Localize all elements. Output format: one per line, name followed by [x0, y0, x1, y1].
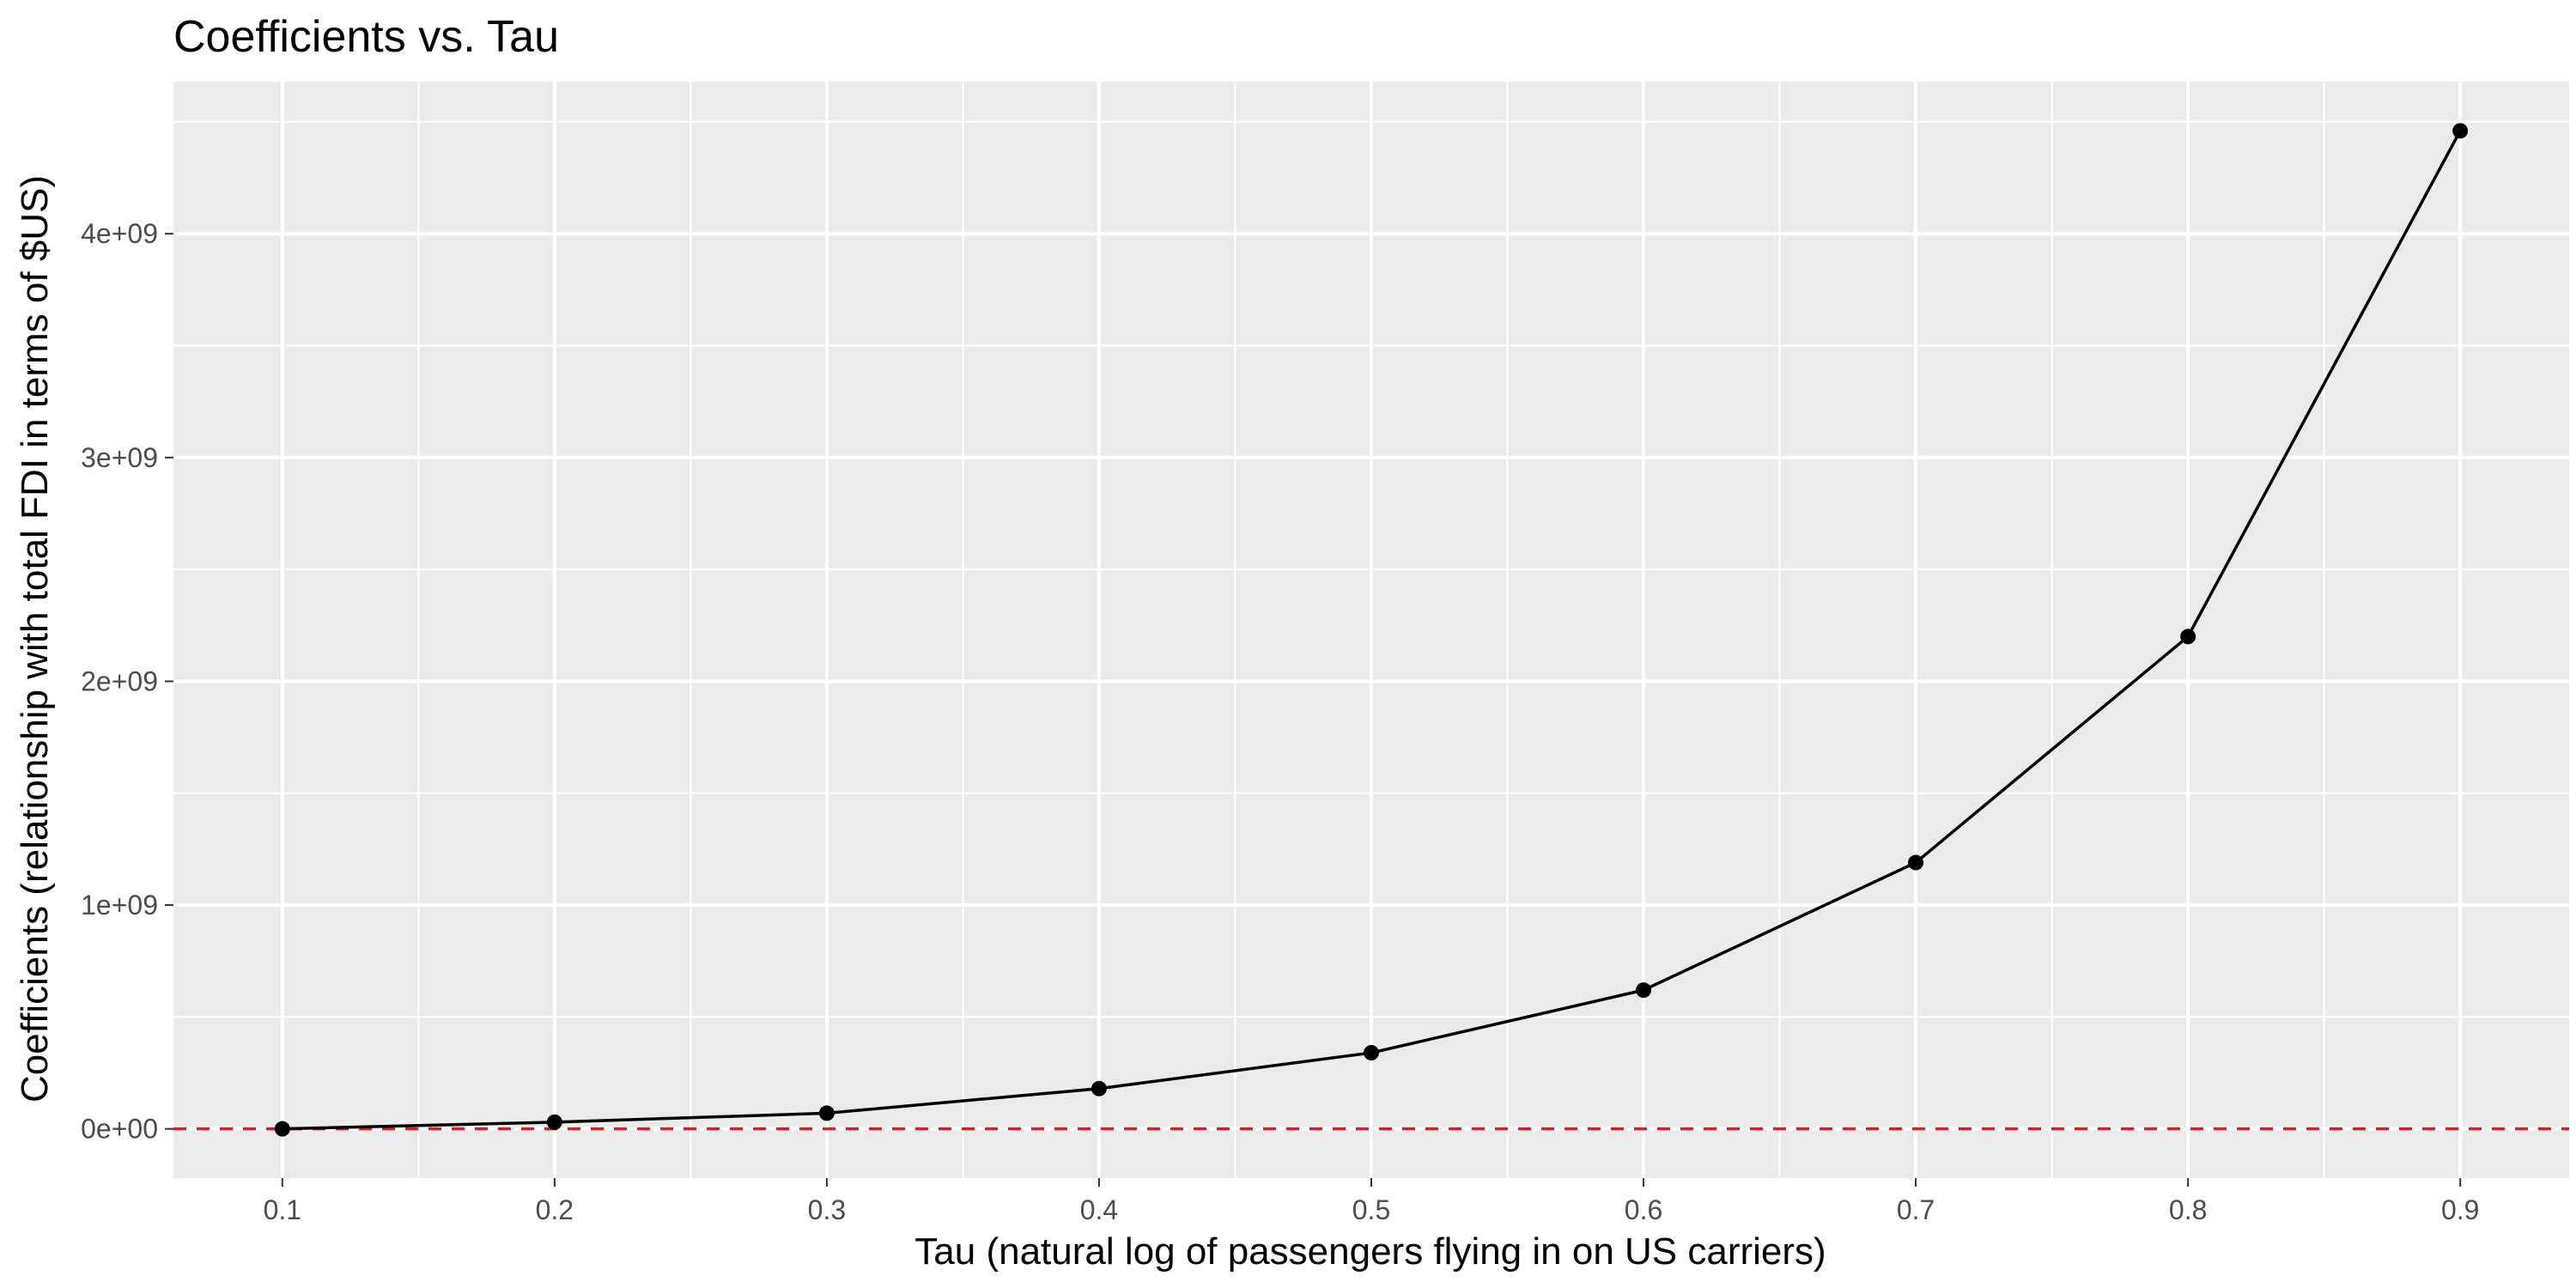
data-point: [546, 1114, 562, 1130]
grid-lines: [173, 82, 2569, 1178]
y-tick-label: 3e+09: [81, 442, 158, 473]
x-tick-label: 0.6: [1625, 1194, 1662, 1225]
y-axis-title: Coefficients (relationship with total FD…: [14, 175, 56, 1103]
y-tick-label: 0e+00: [81, 1114, 158, 1145]
data-point: [818, 1105, 835, 1121]
data-point: [1364, 1045, 1379, 1061]
tick-labels: 0.1 0.2 0.3 0.4 0.5 0.6 0.7 0.8 0.9 0e+00 1e+09 2e+…: [81, 218, 2479, 1225]
x-tick-label: 0.1: [264, 1194, 301, 1225]
x-axis-title: Tau (natural log of passengers flying in…: [914, 1230, 1826, 1273]
x-tick-label: 0.9: [2441, 1194, 2479, 1225]
y-tick-label: 1e+09: [81, 890, 158, 920]
y-tick-label: 2e+09: [81, 665, 158, 696]
series-group: [274, 123, 2469, 1137]
data-point: [1636, 982, 1652, 999]
x-tick-label: 0.8: [2169, 1194, 2207, 1225]
data-point: [1908, 854, 1924, 871]
data-point: [274, 1121, 290, 1137]
x-tick-label: 0.5: [1352, 1194, 1390, 1225]
chart-title: Coefficients vs. Tau: [173, 12, 559, 62]
x-tick-label: 0.4: [1080, 1194, 1118, 1225]
data-point: [2452, 123, 2469, 139]
y-tick-label: 4e+09: [81, 218, 158, 249]
data-point: [1091, 1080, 1107, 1097]
x-tick-label: 0.2: [536, 1194, 574, 1225]
data-point: [2180, 629, 2196, 645]
x-tick-label: 0.3: [808, 1194, 846, 1225]
x-tick-label: 0.7: [1897, 1194, 1935, 1225]
